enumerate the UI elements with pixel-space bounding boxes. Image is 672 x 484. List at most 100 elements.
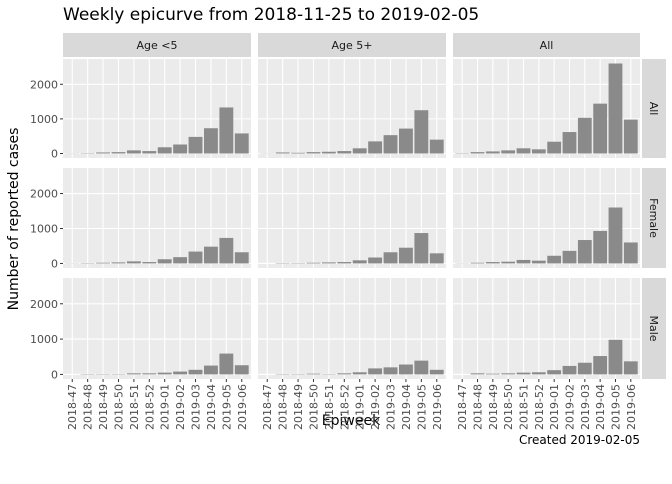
bar — [430, 140, 444, 154]
x-tick-label: 2018-51 — [518, 384, 531, 430]
bar — [532, 261, 546, 264]
bar — [624, 242, 638, 263]
bar — [547, 370, 561, 374]
x-tick-label: 2019-04 — [594, 384, 607, 430]
bar — [158, 147, 172, 153]
x-tick-label: 2018-51 — [128, 384, 141, 430]
bar — [353, 148, 367, 153]
bar — [593, 104, 607, 154]
bar — [204, 247, 218, 264]
bar — [593, 356, 607, 374]
bar — [399, 129, 413, 154]
y-tick-label: 2000 — [30, 298, 58, 311]
x-tick-label: 2019-02 — [369, 384, 382, 430]
bar — [471, 373, 485, 374]
bar — [307, 374, 321, 375]
x-tick-label: 2018-47 — [66, 384, 79, 430]
x-tick-label: 2018-49 — [292, 384, 305, 430]
bar — [142, 151, 156, 153]
bar — [384, 252, 398, 263]
bar — [501, 262, 515, 264]
bar — [414, 233, 428, 263]
bar — [337, 151, 351, 153]
bar — [173, 372, 187, 375]
bar — [96, 152, 110, 153]
bar — [430, 370, 444, 375]
bar — [486, 374, 500, 375]
y-tick-label: 2000 — [30, 188, 58, 201]
caption: Created 2019-02-05 — [519, 433, 640, 447]
bar — [547, 256, 561, 264]
x-tick-label: 2019-05 — [609, 384, 622, 430]
bar — [112, 262, 126, 263]
x-tick-label: 2019-06 — [431, 384, 444, 430]
bar — [127, 150, 141, 153]
bar — [353, 260, 367, 263]
bar — [307, 263, 321, 264]
y-tick-label: 0 — [51, 148, 58, 161]
bar — [501, 150, 515, 153]
x-tick-label: 2018-52 — [338, 384, 351, 430]
y-tick-label: 1000 — [30, 333, 58, 346]
x-tick-label: 2019-06 — [625, 384, 638, 430]
x-tick-label: 2018-47 — [261, 384, 274, 430]
bar — [399, 248, 413, 264]
bar — [578, 240, 592, 263]
x-tick-label: 2019-04 — [205, 384, 218, 430]
x-tick-label: 2019-03 — [190, 384, 203, 430]
bar — [486, 262, 500, 263]
y-axis-title: Number of reported cases — [6, 128, 22, 311]
bar — [322, 152, 336, 154]
bar — [517, 373, 531, 375]
x-tick-label: 2019-02 — [174, 384, 187, 430]
x-tick-label: 2018-52 — [143, 384, 156, 430]
bar — [337, 373, 351, 374]
bar — [276, 152, 290, 153]
x-tick-label: 2018-49 — [487, 384, 500, 430]
bar — [291, 153, 305, 154]
bar — [112, 152, 126, 153]
x-tick-label: 2018-52 — [533, 384, 546, 430]
bar — [173, 257, 187, 263]
bar — [399, 365, 413, 375]
x-tick-label: 2019-06 — [236, 384, 249, 430]
bar — [486, 151, 500, 153]
y-tick-label: 0 — [51, 257, 58, 270]
bar — [471, 152, 485, 153]
x-tick-label: 2018-50 — [112, 384, 125, 430]
x-tick-label: 2019-03 — [385, 384, 398, 430]
bar — [624, 120, 638, 154]
bar — [204, 366, 218, 375]
bar — [127, 261, 141, 263]
bar — [189, 252, 203, 264]
bar — [414, 361, 428, 375]
bar — [501, 373, 515, 374]
chart-title: Weekly epicurve from 2018-11-25 to 2019-… — [63, 5, 479, 25]
bar — [158, 259, 172, 263]
bar — [235, 252, 249, 263]
bar — [204, 128, 218, 153]
bar — [368, 141, 382, 153]
x-tick-label: 2019-01 — [548, 384, 561, 430]
bar — [517, 260, 531, 263]
x-tick-label: 2019-03 — [579, 384, 592, 430]
bar — [353, 372, 367, 374]
strip-label: Male — [647, 315, 660, 341]
strip-label: Female — [647, 198, 660, 238]
x-tick-label: 2019-05 — [415, 384, 428, 430]
bar — [609, 208, 623, 264]
bar — [547, 142, 561, 154]
x-tick-label: 2018-50 — [502, 384, 515, 430]
x-tick-label: 2019-02 — [563, 384, 576, 430]
bar — [414, 110, 428, 153]
y-tick-label: 2000 — [30, 78, 58, 91]
bar — [609, 340, 623, 375]
x-tick-label: 2019-04 — [400, 384, 413, 430]
x-tick-label: 2019-05 — [220, 384, 233, 430]
strip-label: Age 5+ — [332, 39, 373, 52]
bar — [307, 152, 321, 153]
bar — [609, 64, 623, 154]
bar — [624, 361, 638, 374]
bar — [337, 262, 351, 263]
